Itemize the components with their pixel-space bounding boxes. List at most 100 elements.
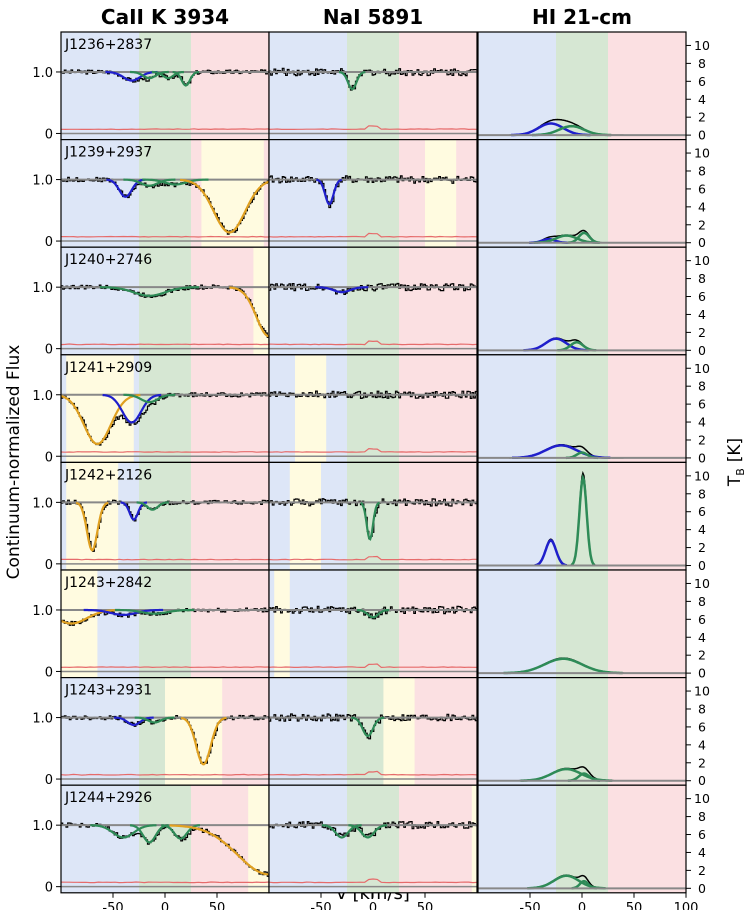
tb-tick-label: 8	[698, 486, 706, 501]
flux-tick-label: 0	[45, 450, 53, 465]
region-yellow	[248, 785, 269, 893]
region-red	[608, 677, 686, 786]
tb-tick-label: 8	[698, 163, 706, 178]
nai-spectrum	[269, 821, 478, 838]
tb-tick-label: 6	[698, 719, 706, 734]
region-green	[139, 570, 191, 678]
hi-component-blue	[511, 122, 591, 137]
nai-component-green	[348, 824, 388, 839]
caii-component-green	[123, 178, 176, 187]
caii-component-green	[134, 716, 175, 724]
tb-tick-label: 0	[698, 235, 706, 250]
region-green	[347, 247, 399, 355]
tb-tick-label: 2	[698, 648, 706, 663]
tb-tick-label: 2	[698, 863, 706, 878]
flux-tick-label: 1.0	[32, 604, 53, 619]
sightline-label: J1244+2926	[64, 790, 152, 806]
region-blue	[478, 570, 556, 678]
region-yellow	[165, 677, 223, 786]
region-green	[139, 247, 191, 355]
tb-tick-label: 10	[694, 253, 710, 268]
nai-component-blue	[315, 286, 369, 294]
nai-error-spectrum	[268, 878, 478, 884]
region-yellow	[289, 462, 321, 570]
caii-error-spectrum	[60, 773, 269, 776]
tb-tick-label: 2	[698, 540, 706, 555]
tb-tick-label: 0	[698, 128, 706, 143]
tb-tick-label: 6	[698, 827, 706, 842]
tb-tick-label: 2	[698, 217, 706, 232]
flux-tick-label: 0	[45, 127, 53, 142]
region-green	[139, 139, 191, 248]
x-tick-label: 0	[161, 901, 169, 910]
nai-error-spectrum	[268, 555, 477, 561]
flux-tick-label: 1.0	[32, 389, 53, 404]
region-red	[399, 570, 477, 678]
column-title-caii: CaII K 3934	[101, 5, 229, 29]
region-yellow	[295, 354, 327, 463]
nai-error-spectrum	[268, 447, 478, 453]
tb-tick-label: 4	[698, 92, 706, 107]
region-blue	[478, 139, 556, 248]
caii-component-orange	[75, 501, 109, 552]
tb-tick-label: 8	[698, 56, 706, 71]
sightline-label: J1241+2909	[64, 360, 152, 376]
caii-component-blue	[83, 608, 164, 616]
tb-tick-label: 10	[694, 791, 710, 806]
caii-component-green	[129, 824, 169, 844]
sightline-label: J1243+2842	[64, 575, 152, 591]
caii-component-orange	[169, 824, 270, 876]
nai-error-spectrum	[268, 125, 478, 131]
nai-component-green	[338, 71, 366, 91]
region-green	[347, 570, 399, 678]
flux-tick-label: 1.0	[32, 281, 53, 296]
tb-tick-label: 10	[694, 468, 710, 483]
region-red	[608, 785, 686, 893]
tb-tick-label: 4	[698, 630, 706, 645]
tb-tick-label: 8	[698, 271, 706, 286]
x-tick-label: -50	[519, 901, 540, 910]
region-red	[608, 354, 686, 463]
region-blue	[478, 785, 556, 893]
region-green	[556, 139, 608, 248]
nai-error-spectrum	[268, 663, 478, 669]
flux-tick-label: 0	[45, 665, 53, 680]
region-yellow	[253, 247, 269, 355]
region-red	[191, 462, 269, 570]
nai-spectrum	[269, 605, 478, 620]
hi-component-green	[567, 231, 600, 244]
region-blue	[478, 462, 556, 570]
tb-tick-label: 4	[698, 307, 706, 322]
caii-component-green	[99, 286, 199, 297]
region-yellow	[274, 570, 290, 678]
caii-component-orange	[179, 178, 270, 234]
region-green	[347, 462, 399, 570]
caii-component-green	[130, 70, 169, 80]
caii-component-green	[90, 824, 157, 839]
caii-error-spectrum	[60, 343, 270, 346]
region-blue	[269, 677, 347, 786]
sightline-label: J1236+2837	[64, 37, 152, 53]
nai-error-spectrum	[268, 340, 478, 346]
tb-tick-label: 2	[698, 755, 706, 770]
tb-tick-label: 8	[698, 809, 706, 824]
tb-tick-label: 4	[698, 522, 706, 537]
flux-tick-label: 0	[45, 881, 53, 896]
tb-tick-label: 6	[698, 612, 706, 627]
tb-tick-label: 0	[698, 450, 706, 465]
tb-tick-label: 4	[698, 415, 706, 430]
region-green	[347, 785, 399, 893]
tb-tick-label: 0	[698, 881, 706, 896]
hi-component-blue	[534, 539, 568, 567]
column-title-hi: HI 21-cm	[532, 5, 632, 29]
region-green	[556, 247, 608, 355]
flux-tick-label: 1.0	[32, 819, 53, 834]
region-green	[556, 570, 608, 678]
tb-tick-label: 6	[698, 181, 706, 196]
region-red	[608, 462, 686, 570]
region-red	[399, 354, 477, 463]
nai-error-spectrum	[268, 232, 478, 238]
caii-component-green	[136, 501, 169, 511]
sightline-label: J1242+2126	[64, 467, 152, 483]
